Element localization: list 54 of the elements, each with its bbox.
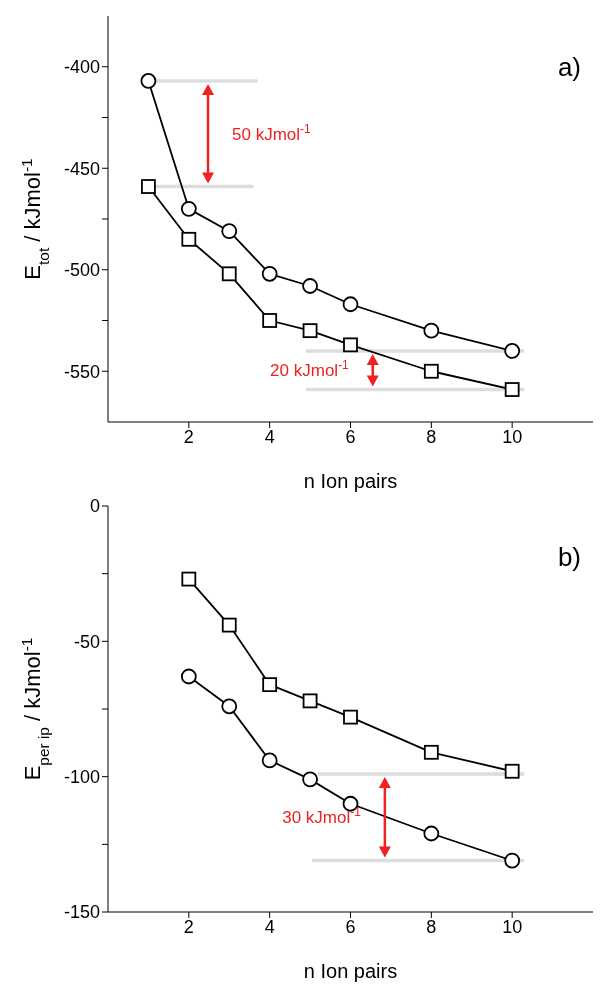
point (423, 744, 439, 760)
annotation: a) (557, 52, 581, 82)
point (262, 313, 278, 328)
x-axis-title: n Ion pairs (303, 470, 398, 492)
point (221, 698, 238, 715)
y-tick-label: -550 (63, 361, 100, 382)
point (141, 179, 156, 194)
x-tick-label: 8 (426, 916, 437, 937)
x-tick-label: 10 (502, 916, 523, 937)
point (423, 825, 440, 842)
x-tick-label: 4 (264, 426, 275, 447)
point (423, 363, 439, 379)
point (302, 771, 318, 788)
point (504, 382, 520, 397)
y-tick-label: -400 (63, 57, 100, 78)
annotation: b) (557, 542, 581, 572)
point (504, 852, 521, 869)
x-axis-title: n Ion pairs (303, 960, 398, 982)
point (343, 337, 358, 353)
point (504, 343, 521, 359)
point (343, 709, 358, 725)
annotation: 30 kJmol$^{-1}$ (282, 805, 362, 828)
point (261, 752, 278, 769)
point (181, 231, 197, 247)
annotation: 50 kJmol$^{-1}$ (232, 121, 312, 144)
point (262, 677, 278, 693)
x-tick-label: 2 (183, 916, 194, 937)
point (221, 266, 237, 282)
y-tick-label: -450 (63, 158, 100, 179)
x-tick-label: 10 (502, 426, 523, 447)
y-tick-label: 0 (89, 496, 100, 517)
point (180, 668, 197, 685)
point (504, 763, 520, 779)
annotation: 20 kJmol$^{-1}$ (270, 358, 350, 381)
x-tick-label: 6 (345, 916, 356, 937)
y-tick-label: -50 (73, 631, 100, 652)
point (221, 223, 238, 240)
point (302, 278, 318, 294)
point (342, 296, 359, 313)
x-tick-label: 4 (264, 916, 275, 937)
y-tick-label: -100 (63, 767, 100, 788)
point (261, 265, 278, 282)
point (181, 571, 197, 587)
point (140, 73, 157, 89)
x-tick-label: 8 (426, 426, 437, 447)
x-tick-label: 6 (345, 426, 356, 447)
x-tick-label: 2 (183, 426, 194, 447)
y-tick-label: -500 (63, 260, 100, 281)
point (302, 323, 318, 339)
point (221, 617, 237, 633)
y-tick-label: -150 (63, 902, 100, 923)
point (423, 322, 440, 339)
point (302, 693, 318, 709)
point (180, 200, 197, 217)
